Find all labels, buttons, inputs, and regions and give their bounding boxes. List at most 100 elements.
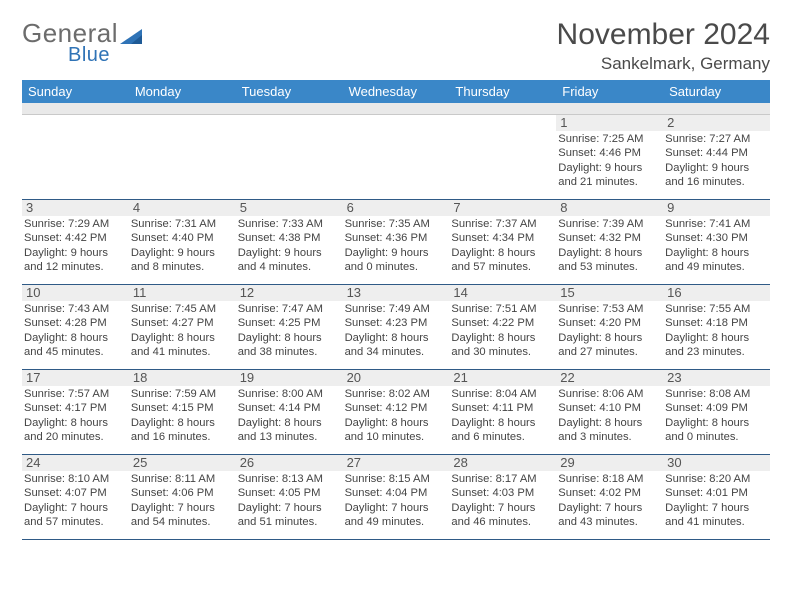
title-location: Sankelmark, Germany xyxy=(557,54,770,74)
sunrise-line: Sunrise: 8:06 AM xyxy=(558,387,659,401)
day-details: Sunrise: 7:25 AMSunset: 4:46 PMDaylight:… xyxy=(556,131,663,191)
daylight-line-2: and 54 minutes. xyxy=(131,515,232,529)
daylight-line-1: Daylight: 7 hours xyxy=(558,501,659,515)
sunrise-line: Sunrise: 7:57 AM xyxy=(24,387,125,401)
day-number xyxy=(22,115,129,131)
calendar: Sunday Monday Tuesday Wednesday Thursday… xyxy=(22,80,770,540)
day-number: 19 xyxy=(236,370,343,386)
daylight-line-1: Daylight: 9 hours xyxy=(345,246,446,260)
day-details: Sunrise: 8:13 AMSunset: 4:05 PMDaylight:… xyxy=(236,471,343,531)
day-details: Sunrise: 7:39 AMSunset: 4:32 PMDaylight:… xyxy=(556,216,663,276)
daylight-line-2: and 12 minutes. xyxy=(24,260,125,274)
daylight-line-2: and 43 minutes. xyxy=(558,515,659,529)
weekday-wed: Wednesday xyxy=(343,80,450,103)
day-number: 4 xyxy=(129,200,236,216)
day-details: Sunrise: 8:10 AMSunset: 4:07 PMDaylight:… xyxy=(22,471,129,531)
page: General Blue November 2024 Sankelmark, G… xyxy=(0,0,792,540)
day-details: Sunrise: 7:37 AMSunset: 4:34 PMDaylight:… xyxy=(449,216,556,276)
calendar-cell: 15Sunrise: 7:53 AMSunset: 4:20 PMDayligh… xyxy=(556,285,663,369)
daylight-line-2: and 8 minutes. xyxy=(131,260,232,274)
sunset-line: Sunset: 4:07 PM xyxy=(24,486,125,500)
sunset-line: Sunset: 4:17 PM xyxy=(24,401,125,415)
daylight-line-1: Daylight: 8 hours xyxy=(665,416,766,430)
day-number: 9 xyxy=(663,200,770,216)
calendar-cell xyxy=(22,115,129,199)
sunset-line: Sunset: 4:32 PM xyxy=(558,231,659,245)
day-number: 1 xyxy=(556,115,663,131)
sunrise-line: Sunrise: 7:39 AM xyxy=(558,217,659,231)
sunset-line: Sunset: 4:05 PM xyxy=(238,486,339,500)
sunset-line: Sunset: 4:11 PM xyxy=(451,401,552,415)
day-number: 23 xyxy=(663,370,770,386)
sunrise-line: Sunrise: 7:49 AM xyxy=(345,302,446,316)
day-number: 27 xyxy=(343,455,450,471)
sunset-line: Sunset: 4:44 PM xyxy=(665,146,766,160)
calendar-week: 17Sunrise: 7:57 AMSunset: 4:17 PMDayligh… xyxy=(22,370,770,455)
sunrise-line: Sunrise: 8:11 AM xyxy=(131,472,232,486)
daylight-line-2: and 6 minutes. xyxy=(451,430,552,444)
sunrise-line: Sunrise: 8:00 AM xyxy=(238,387,339,401)
daylight-line-1: Daylight: 8 hours xyxy=(665,246,766,260)
day-number xyxy=(129,115,236,131)
day-number: 14 xyxy=(449,285,556,301)
daylight-line-1: Daylight: 7 hours xyxy=(238,501,339,515)
sunrise-line: Sunrise: 7:43 AM xyxy=(24,302,125,316)
sunset-line: Sunset: 4:42 PM xyxy=(24,231,125,245)
day-details: Sunrise: 7:51 AMSunset: 4:22 PMDaylight:… xyxy=(449,301,556,361)
day-number: 5 xyxy=(236,200,343,216)
calendar-cell: 10Sunrise: 7:43 AMSunset: 4:28 PMDayligh… xyxy=(22,285,129,369)
day-details: Sunrise: 7:33 AMSunset: 4:38 PMDaylight:… xyxy=(236,216,343,276)
day-details: Sunrise: 7:27 AMSunset: 4:44 PMDaylight:… xyxy=(663,131,770,191)
daylight-line-2: and 34 minutes. xyxy=(345,345,446,359)
daylight-line-1: Daylight: 8 hours xyxy=(238,331,339,345)
calendar-cell xyxy=(343,115,450,199)
day-number: 8 xyxy=(556,200,663,216)
daylight-line-2: and 27 minutes. xyxy=(558,345,659,359)
calendar-cell: 25Sunrise: 8:11 AMSunset: 4:06 PMDayligh… xyxy=(129,455,236,539)
daylight-line-1: Daylight: 8 hours xyxy=(451,416,552,430)
sunset-line: Sunset: 4:46 PM xyxy=(558,146,659,160)
calendar-cell: 13Sunrise: 7:49 AMSunset: 4:23 PMDayligh… xyxy=(343,285,450,369)
daylight-line-2: and 46 minutes. xyxy=(451,515,552,529)
daylight-line-2: and 13 minutes. xyxy=(238,430,339,444)
daylight-line-2: and 0 minutes. xyxy=(345,260,446,274)
sunset-line: Sunset: 4:09 PM xyxy=(665,401,766,415)
sunset-line: Sunset: 4:02 PM xyxy=(558,486,659,500)
sunset-line: Sunset: 4:03 PM xyxy=(451,486,552,500)
title-month: November 2024 xyxy=(557,18,770,52)
daylight-line-1: Daylight: 8 hours xyxy=(451,246,552,260)
sunrise-line: Sunrise: 7:45 AM xyxy=(131,302,232,316)
sunset-line: Sunset: 4:22 PM xyxy=(451,316,552,330)
calendar-week: 24Sunrise: 8:10 AMSunset: 4:07 PMDayligh… xyxy=(22,455,770,540)
daylight-line-2: and 0 minutes. xyxy=(665,430,766,444)
day-details: Sunrise: 8:08 AMSunset: 4:09 PMDaylight:… xyxy=(663,386,770,446)
sunset-line: Sunset: 4:14 PM xyxy=(238,401,339,415)
sunset-line: Sunset: 4:30 PM xyxy=(665,231,766,245)
calendar-cell xyxy=(449,115,556,199)
daylight-line-2: and 21 minutes. xyxy=(558,175,659,189)
day-number: 2 xyxy=(663,115,770,131)
daylight-line-1: Daylight: 9 hours xyxy=(131,246,232,260)
daylight-line-2: and 3 minutes. xyxy=(558,430,659,444)
daylight-line-2: and 41 minutes. xyxy=(665,515,766,529)
calendar-cell: 2Sunrise: 7:27 AMSunset: 4:44 PMDaylight… xyxy=(663,115,770,199)
sunrise-line: Sunrise: 7:53 AM xyxy=(558,302,659,316)
calendar-cell: 9Sunrise: 7:41 AMSunset: 4:30 PMDaylight… xyxy=(663,200,770,284)
day-details: Sunrise: 7:45 AMSunset: 4:27 PMDaylight:… xyxy=(129,301,236,361)
calendar-cell: 27Sunrise: 8:15 AMSunset: 4:04 PMDayligh… xyxy=(343,455,450,539)
daylight-line-2: and 10 minutes. xyxy=(345,430,446,444)
calendar-cell: 1Sunrise: 7:25 AMSunset: 4:46 PMDaylight… xyxy=(556,115,663,199)
calendar-cell: 11Sunrise: 7:45 AMSunset: 4:27 PMDayligh… xyxy=(129,285,236,369)
weekday-sat: Saturday xyxy=(663,80,770,103)
daylight-line-1: Daylight: 8 hours xyxy=(558,331,659,345)
sunset-line: Sunset: 4:04 PM xyxy=(345,486,446,500)
sunrise-line: Sunrise: 7:51 AM xyxy=(451,302,552,316)
daylight-line-1: Daylight: 8 hours xyxy=(345,331,446,345)
day-number: 10 xyxy=(22,285,129,301)
day-number: 15 xyxy=(556,285,663,301)
sunrise-line: Sunrise: 8:10 AM xyxy=(24,472,125,486)
daylight-line-1: Daylight: 9 hours xyxy=(24,246,125,260)
calendar-cell: 28Sunrise: 8:17 AMSunset: 4:03 PMDayligh… xyxy=(449,455,556,539)
calendar-cell: 14Sunrise: 7:51 AMSunset: 4:22 PMDayligh… xyxy=(449,285,556,369)
sunrise-line: Sunrise: 8:08 AM xyxy=(665,387,766,401)
